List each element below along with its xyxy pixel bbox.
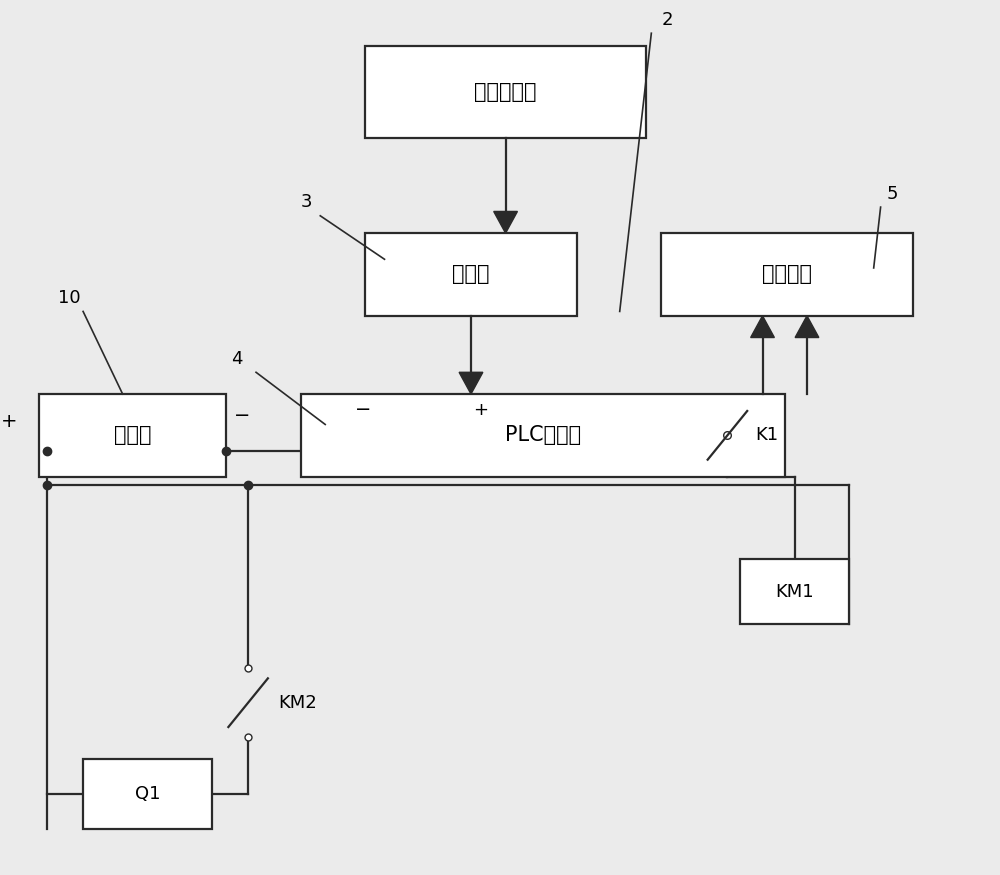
Bar xyxy=(301,394,785,477)
Text: 4: 4 xyxy=(231,350,243,368)
Text: 5: 5 xyxy=(887,185,898,203)
Polygon shape xyxy=(795,316,819,338)
Text: 温度传感器: 温度传感器 xyxy=(474,82,537,102)
Text: 温控器: 温控器 xyxy=(452,264,490,284)
Text: 主控制器: 主控制器 xyxy=(762,264,812,284)
Text: PLC控制器: PLC控制器 xyxy=(505,425,581,445)
Text: 总电源: 总电源 xyxy=(114,425,151,445)
Bar xyxy=(365,233,577,316)
Bar xyxy=(365,46,646,137)
Text: KM2: KM2 xyxy=(278,694,317,711)
Bar xyxy=(740,559,849,625)
Bar xyxy=(39,394,226,477)
Text: KM1: KM1 xyxy=(775,583,814,601)
Polygon shape xyxy=(459,372,483,394)
Text: Q1: Q1 xyxy=(135,785,160,803)
Bar xyxy=(83,760,212,829)
Text: −: − xyxy=(234,406,251,425)
Text: 2: 2 xyxy=(661,10,673,29)
Bar xyxy=(661,233,913,316)
Text: K1: K1 xyxy=(755,426,778,444)
Text: −: − xyxy=(355,400,371,419)
Text: +: + xyxy=(473,401,488,418)
Polygon shape xyxy=(751,316,774,338)
Polygon shape xyxy=(494,212,517,233)
Text: 10: 10 xyxy=(58,289,81,307)
Text: 3: 3 xyxy=(301,193,312,212)
Text: +: + xyxy=(1,412,18,431)
